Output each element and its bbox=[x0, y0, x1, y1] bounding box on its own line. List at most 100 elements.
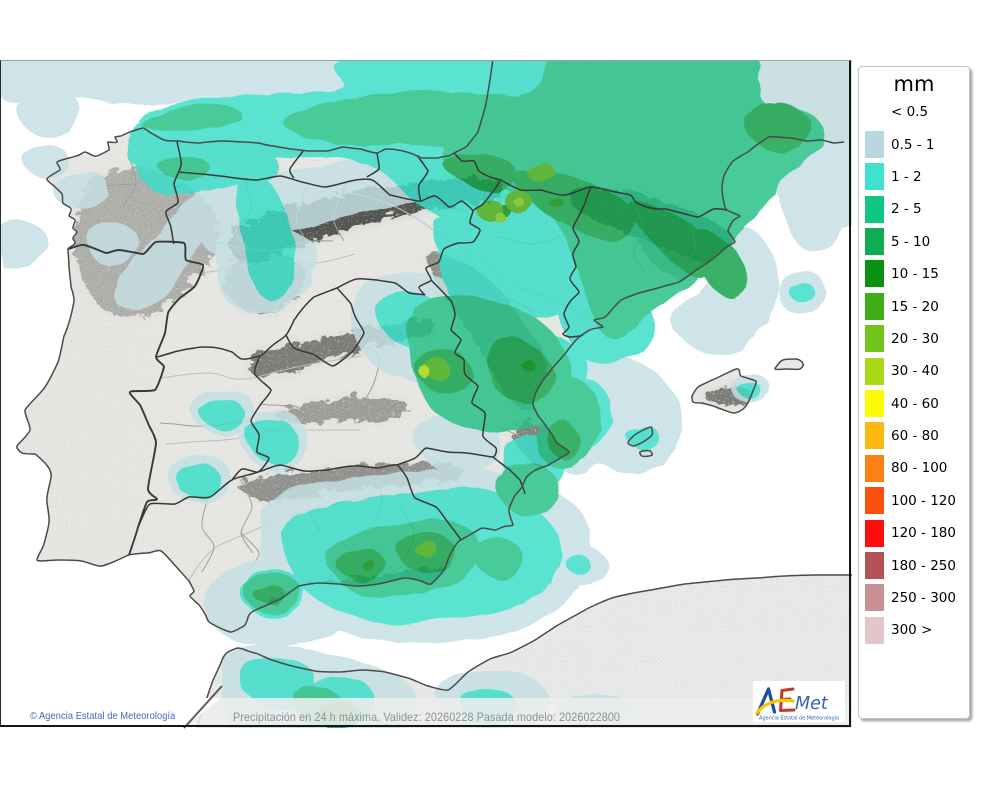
precipitation-map: © Agencia Estatal de Meteorología Precip… bbox=[0, 60, 852, 729]
portugal-spain-border bbox=[67, 240, 204, 556]
legend-entry: 10 - 15 bbox=[859, 258, 969, 290]
aemet-logo: Met Agencia Estatal de Meteorología bbox=[753, 681, 845, 722]
legend-entry: 20 - 30 bbox=[859, 323, 969, 355]
precip-blob-cy bbox=[235, 174, 295, 299]
legend-swatch bbox=[865, 292, 884, 320]
coastline-iberia bbox=[16, 60, 845, 633]
precip-blob-g25 bbox=[493, 461, 556, 514]
mountain-texture bbox=[274, 394, 406, 420]
region-border bbox=[231, 355, 272, 481]
logo-letter-a bbox=[755, 687, 777, 716]
region-border bbox=[366, 152, 380, 178]
legend-label: 0.5 - 1 bbox=[891, 136, 935, 153]
logo-yellow-swoosh bbox=[755, 698, 795, 715]
legend-label: 250 - 300 bbox=[891, 590, 956, 607]
precip-blob-g1015 bbox=[359, 557, 374, 570]
legend-entry: 5 - 10 bbox=[859, 226, 969, 258]
aemet-logo-svg: Met Agencia Estatal de Meteorología bbox=[755, 687, 839, 722]
precip-blob-cy bbox=[624, 424, 657, 448]
legend-entry: 15 - 20 bbox=[859, 290, 969, 322]
legend-label: 80 - 100 bbox=[891, 460, 948, 477]
region-border bbox=[416, 154, 429, 202]
mountain-texture bbox=[71, 164, 216, 317]
river bbox=[160, 355, 363, 380]
legend-swatch bbox=[865, 357, 884, 385]
precip-blob-g3040 bbox=[415, 363, 429, 376]
region-border bbox=[472, 179, 501, 212]
coastline-island bbox=[691, 368, 757, 414]
legend-label: 100 - 120 bbox=[891, 492, 956, 509]
precip-blob-g510 bbox=[512, 169, 635, 240]
legend-label: 20 - 30 bbox=[891, 330, 939, 347]
legend-entry: 120 - 180 bbox=[859, 517, 969, 549]
legend-label: 10 - 15 bbox=[891, 266, 939, 283]
precip-blob-g1520 bbox=[421, 356, 448, 378]
region-border bbox=[285, 287, 365, 367]
precip-blob-g510 bbox=[693, 229, 745, 298]
precip-blob-lb bbox=[21, 143, 67, 177]
legend-swatch bbox=[865, 551, 884, 579]
province-border bbox=[260, 403, 296, 407]
map-svg bbox=[0, 60, 852, 728]
province-border bbox=[239, 478, 254, 554]
region-border bbox=[492, 456, 526, 495]
precip-blob-g25 bbox=[139, 101, 240, 129]
precip-blob-g510 bbox=[251, 582, 282, 603]
region-border bbox=[289, 150, 304, 179]
precip-blob-g510 bbox=[544, 417, 579, 458]
legend-label: 5 - 10 bbox=[891, 233, 931, 250]
precip-blob-g1015 bbox=[547, 195, 563, 208]
legend-swatch bbox=[865, 228, 884, 256]
legend-swatch bbox=[865, 616, 884, 644]
legend-swatch bbox=[865, 584, 884, 612]
legend-swatch bbox=[865, 260, 884, 288]
copyright-area bbox=[0, 698, 221, 727]
logo-letters-met: Met bbox=[795, 694, 829, 714]
legend-entry: < 0.5 bbox=[859, 96, 969, 128]
legend-label: 30 - 40 bbox=[891, 363, 939, 380]
legend-entry: 40 - 60 bbox=[859, 388, 969, 420]
precip-blob-g1520 bbox=[524, 160, 553, 181]
precip-blob-g510 bbox=[332, 547, 384, 582]
precipitation-legend: mm < 0.5 0.5 - 1 1 - 2 2 - 5 5 - 10 10 - 15 15… bbox=[858, 66, 970, 719]
legend-entry: 60 - 80 bbox=[859, 420, 969, 452]
region-border bbox=[396, 279, 498, 466]
legend-label: 2 - 5 bbox=[891, 201, 922, 218]
island-menorca bbox=[775, 359, 804, 370]
legend-entry: 0.5 - 1 bbox=[859, 128, 969, 160]
legend-label: 60 - 80 bbox=[891, 428, 939, 445]
legend-entry: 1 - 2 bbox=[859, 161, 969, 193]
legend-swatch bbox=[865, 195, 884, 223]
attribution-bar: © Agencia Estatal de Meteorología Precip… bbox=[0, 685, 851, 729]
precip-blob-cy bbox=[174, 461, 220, 497]
coastline-island bbox=[639, 449, 653, 458]
region-border bbox=[137, 464, 462, 541]
precip-blob-lb bbox=[14, 88, 80, 138]
province-border bbox=[201, 496, 215, 573]
region-border bbox=[177, 171, 481, 296]
precip-blob-g25 bbox=[439, 60, 823, 336]
precip-blob-cy bbox=[244, 417, 299, 464]
legend-label: 40 - 60 bbox=[891, 395, 939, 412]
precip-blob-g510 bbox=[486, 333, 553, 402]
precip-blob-g25 bbox=[156, 154, 208, 179]
legend-swatch bbox=[865, 163, 884, 191]
legend-swatch bbox=[865, 390, 884, 418]
legend-entry: 180 - 250 bbox=[859, 549, 969, 581]
legend-entry: 100 - 120 bbox=[859, 485, 969, 517]
precip-blob-g1520 bbox=[413, 539, 436, 555]
legend-rows: < 0.5 0.5 - 1 1 - 2 2 - 5 5 - 10 10 - 15 15 - … bbox=[859, 96, 969, 647]
legend-entry: 2 - 5 bbox=[859, 193, 969, 225]
province-border bbox=[294, 405, 412, 417]
attribution-overlay bbox=[183, 698, 851, 727]
legend-swatch bbox=[865, 325, 884, 353]
coastline-africa bbox=[196, 574, 852, 728]
legend-label: 15 - 20 bbox=[891, 298, 939, 315]
precip-blob-g25 bbox=[472, 536, 522, 579]
legend-swatch bbox=[865, 422, 884, 450]
legend-swatch bbox=[865, 487, 884, 515]
coastline-island bbox=[774, 358, 804, 371]
legend-label: 120 - 180 bbox=[891, 525, 956, 542]
aemet-logo-letters: Met bbox=[755, 687, 829, 716]
